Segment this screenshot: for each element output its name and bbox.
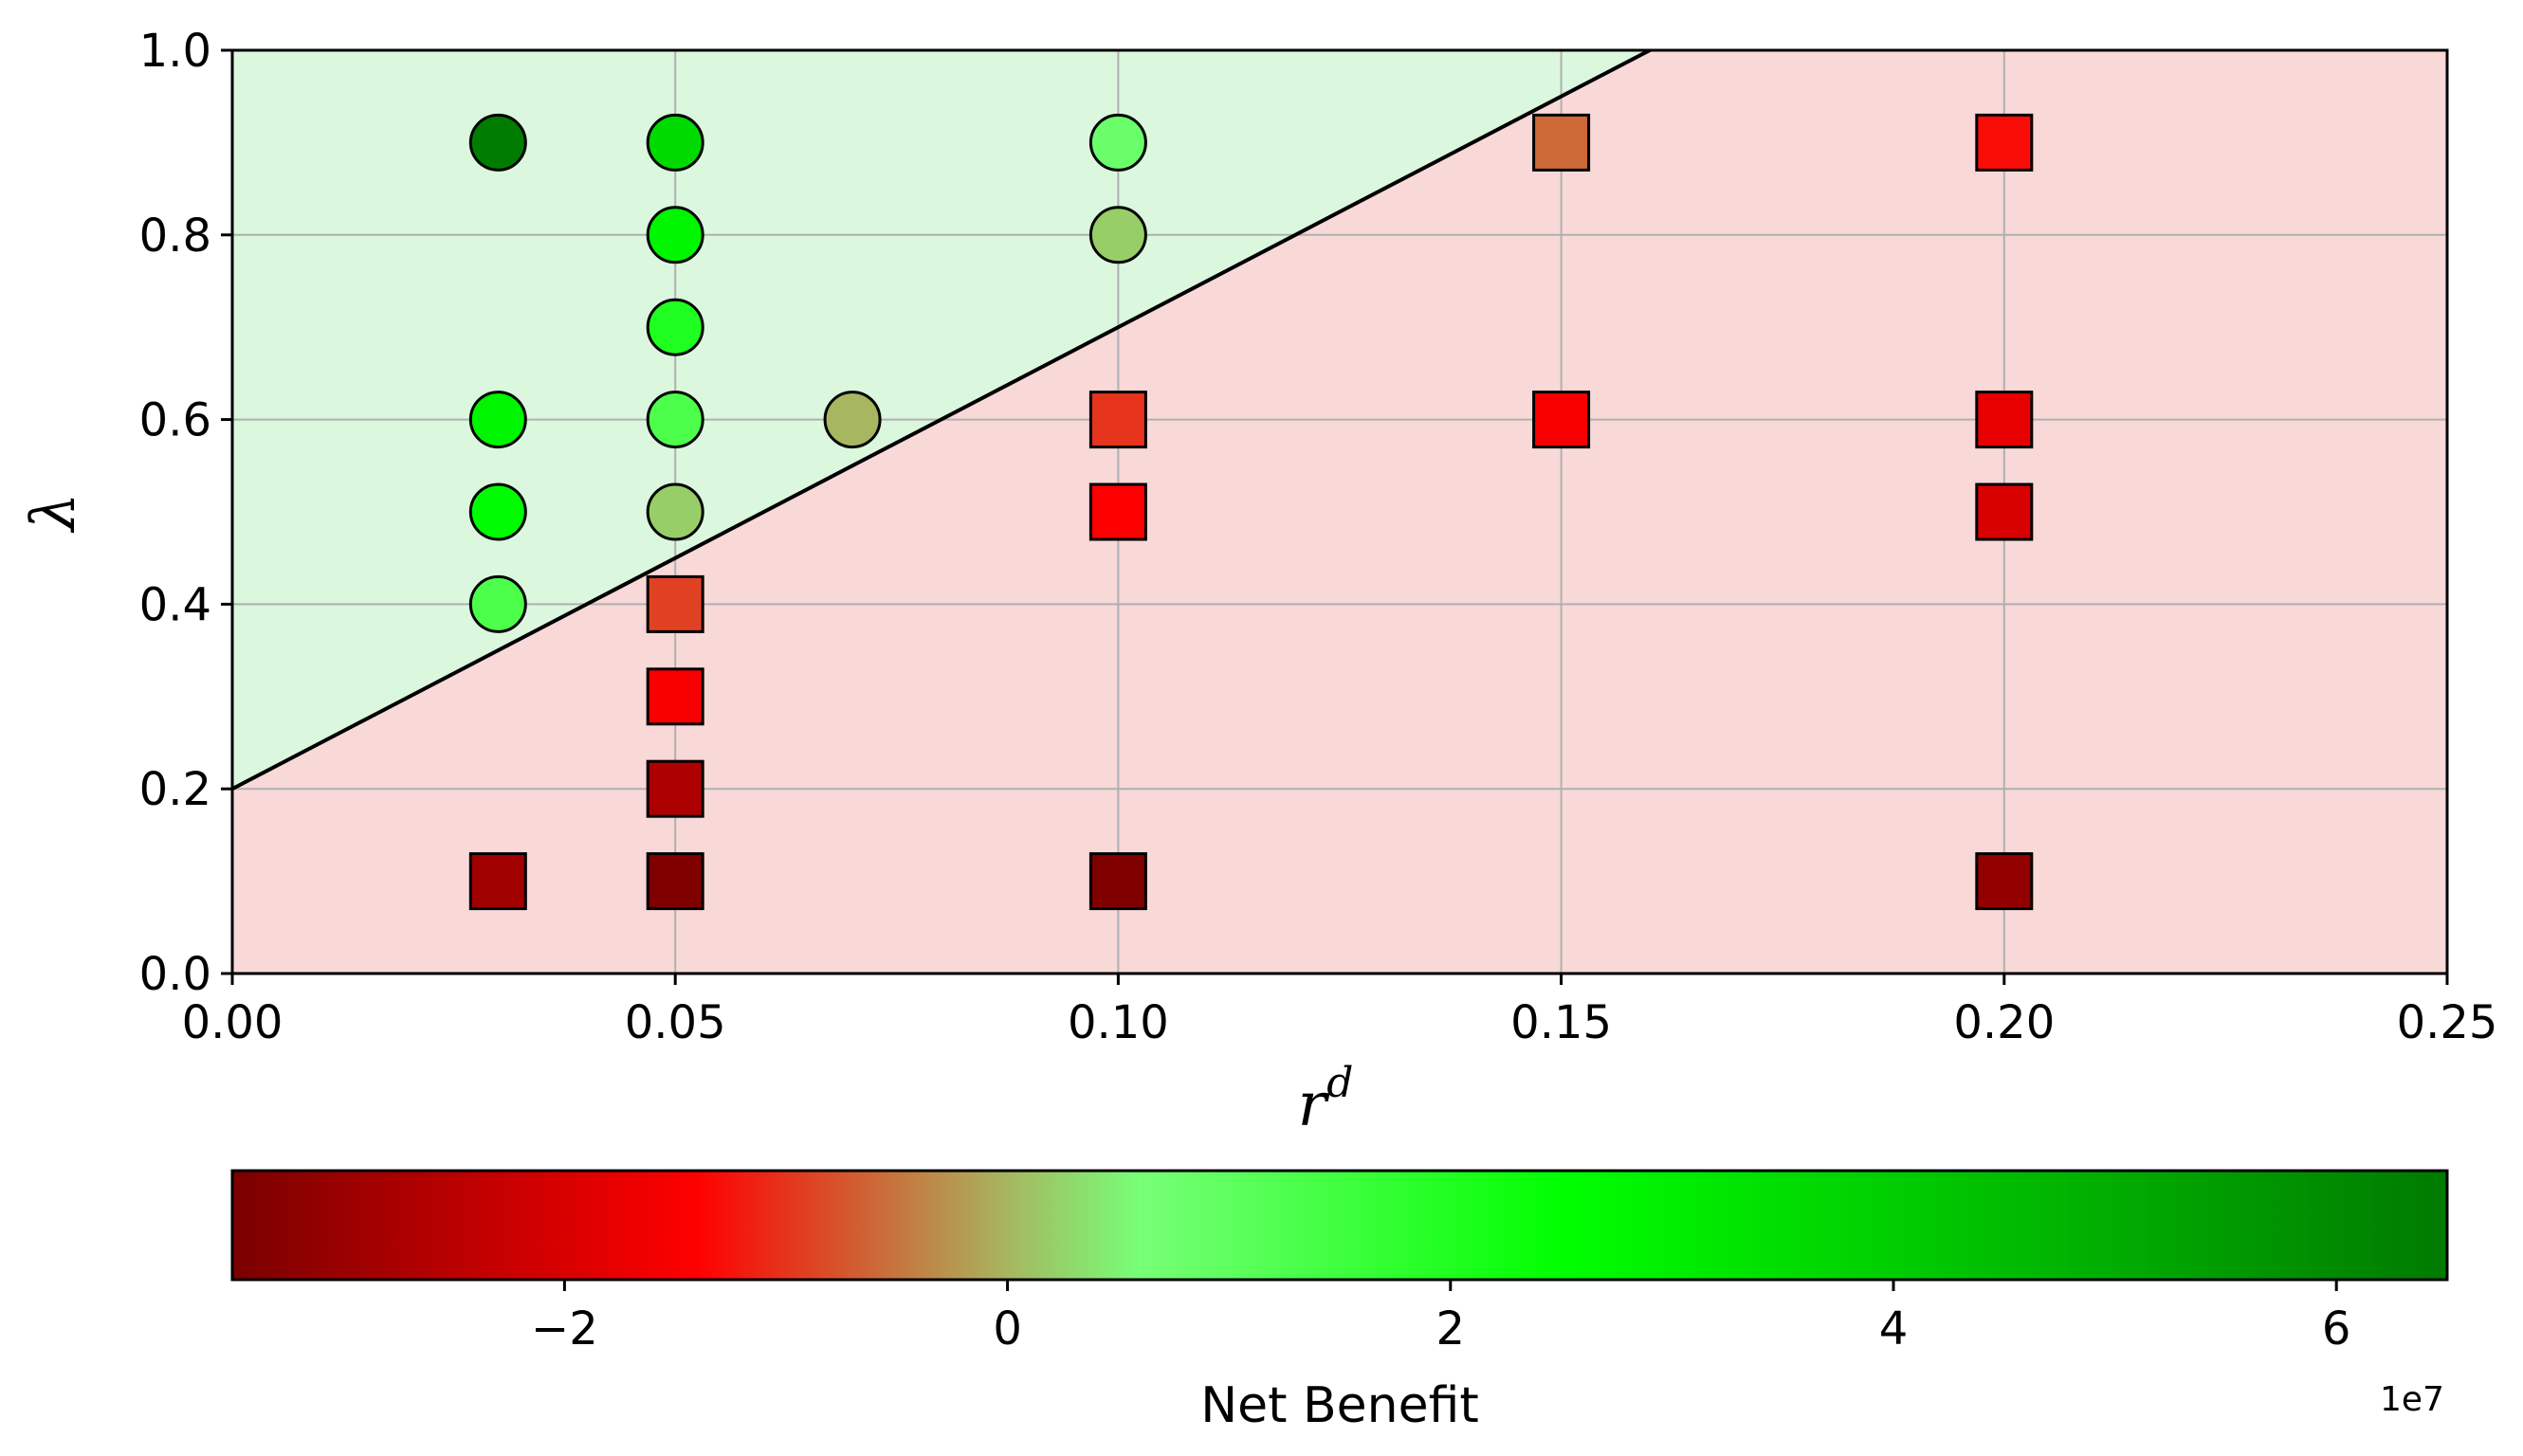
x-tick-label: 0.15: [1510, 996, 1612, 1049]
y-tick-label: 0.8: [139, 209, 211, 263]
colorbar-tick-label: −2: [531, 1302, 598, 1356]
colorbar-tick-label: 0: [993, 1302, 1022, 1356]
data-point-square: [1088, 852, 1147, 911]
data-point-circle: [646, 113, 704, 172]
y-tick-label: 0.4: [139, 578, 211, 631]
x-tick-label: 0.05: [625, 996, 726, 1049]
colorbar-exponent: 1e7: [2380, 1380, 2444, 1419]
y-tick-label: 0.0: [139, 948, 211, 1001]
plot-regions: [232, 50, 2447, 974]
x-tick-label: 0.20: [1953, 996, 2055, 1049]
data-point-square: [1088, 391, 1147, 449]
colorbar-tick-label: 6: [2322, 1302, 2351, 1356]
data-point-square: [1088, 482, 1147, 541]
data-point-circle: [468, 482, 527, 541]
data-point-circle: [646, 206, 704, 264]
data-point-square: [646, 667, 704, 726]
data-point-circle: [1088, 206, 1147, 264]
data-point-square: [1975, 113, 2034, 172]
data-point-square: [646, 852, 704, 911]
data-point-circle: [468, 574, 527, 633]
x-tick-label: 0.00: [182, 996, 283, 1049]
x-axis-ticks: 0.00 0.05 0.10 0.15 0.20 0.25: [182, 974, 2498, 1049]
data-point-circle: [823, 391, 882, 449]
data-point-square: [646, 574, 704, 633]
colorbar: [230, 1169, 2449, 1282]
x-axis-label-superscript: d: [1326, 1059, 1353, 1107]
data-point-circle: [646, 298, 704, 356]
data-point-square: [1975, 852, 2034, 911]
colorbar-label: Net Benefit: [1200, 1377, 1479, 1434]
data-point-circle: [646, 391, 704, 449]
x-tick-label: 0.10: [1068, 996, 1169, 1049]
y-axis-ticks: 0.0 0.2 0.4 0.6 0.8 1.0: [139, 25, 232, 1001]
colorbar-tick-label: 2: [1436, 1302, 1466, 1356]
data-point-circle: [468, 391, 527, 449]
data-point-square: [1532, 113, 1591, 172]
plot-frame: [230, 48, 2449, 975]
data-points: [468, 113, 2034, 911]
data-point-circle: [468, 113, 527, 172]
y-tick-label: 0.6: [139, 394, 211, 447]
y-tick-label: 0.2: [139, 763, 211, 816]
boundary-line: [232, 50, 1655, 791]
data-point-square: [1532, 391, 1591, 449]
y-axis-label: λ: [19, 493, 89, 535]
data-point-square: [1975, 391, 2034, 449]
data-point-circle: [646, 482, 704, 541]
colorbar-tick-label: 4: [1879, 1302, 1909, 1356]
data-point-square: [646, 759, 704, 818]
x-tick-label: 0.25: [2397, 996, 2498, 1049]
colorbar-ticks: −2 0 2 4 6: [531, 1280, 2350, 1356]
x-axis-label: rd: [1298, 1059, 1354, 1140]
data-point-square: [1975, 482, 2034, 541]
y-tick-label: 1.0: [139, 25, 211, 78]
data-point-circle: [1088, 113, 1147, 172]
data-point-square: [468, 852, 527, 911]
